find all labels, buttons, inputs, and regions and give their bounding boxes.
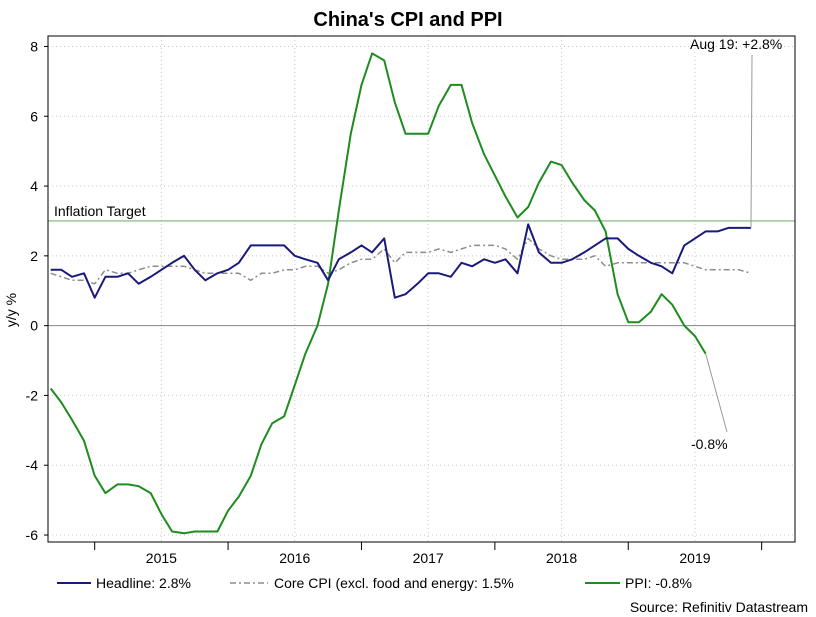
x-tick-labels: 2015 2016 2017 2018 2019 bbox=[146, 550, 711, 566]
y-tick-label: 8 bbox=[30, 38, 38, 54]
y-tick-label: -2 bbox=[26, 387, 39, 403]
inflation-target-label: Inflation Target bbox=[54, 203, 146, 219]
chart-title: China's CPI and PPI bbox=[313, 9, 502, 31]
y-tick-label: 0 bbox=[30, 318, 38, 334]
ppi-line bbox=[49, 52, 707, 535]
annotation-latest-ppi: -0.8% bbox=[691, 436, 728, 452]
x-tick-label: 2019 bbox=[679, 550, 710, 566]
x-tick-label: 2015 bbox=[146, 550, 177, 566]
x-tick-marks bbox=[94, 542, 763, 550]
annotation-top-leader bbox=[750, 54, 753, 228]
y-tick-label: 2 bbox=[30, 248, 38, 264]
grid-lines bbox=[44, 36, 795, 542]
core-cpi-line bbox=[50, 237, 752, 285]
legend-headline-label: Headline: 2.8% bbox=[96, 575, 191, 591]
y-tick-label: 6 bbox=[30, 108, 38, 124]
series-layer bbox=[49, 52, 752, 535]
annotation-bottom-leader bbox=[705, 353, 728, 433]
plot-frame bbox=[47, 35, 796, 543]
y-tick-label: -6 bbox=[26, 527, 39, 543]
headline-cpi-line bbox=[50, 223, 751, 299]
y-tick-label: -4 bbox=[26, 457, 39, 473]
legend: Headline: 2.8% Core CPI (excl. food and … bbox=[57, 575, 692, 591]
legend-ppi-label: PPI: -0.8% bbox=[625, 575, 692, 591]
x-tick-label: 2017 bbox=[413, 550, 444, 566]
x-tick-label: 2016 bbox=[279, 550, 310, 566]
legend-core-label: Core CPI (excl. food and energy: 1.5% bbox=[274, 575, 514, 591]
y-tick-label: 4 bbox=[30, 178, 38, 194]
source-note: Source: Refinitiv Datastream bbox=[630, 599, 808, 615]
y-tick-labels: -6 -4 -2 0 2 4 6 8 bbox=[26, 38, 39, 543]
annotation-latest-headline: Aug 19: +2.8% bbox=[690, 36, 782, 52]
y-axis-label: y/y % bbox=[3, 293, 19, 327]
x-tick-label: 2018 bbox=[546, 550, 577, 566]
